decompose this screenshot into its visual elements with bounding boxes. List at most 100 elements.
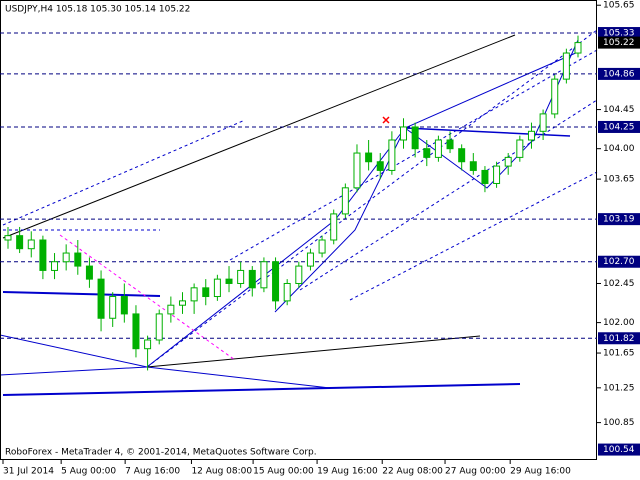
x-tick-label: 31 Jul 2014	[3, 467, 54, 477]
candle-body	[353, 152, 361, 189]
x-tick-label: 12 Aug 08:00	[191, 467, 252, 477]
x-tick-label: 19 Aug 16:00	[317, 467, 378, 477]
candle-body	[190, 287, 198, 302]
candle-body	[39, 239, 47, 271]
candle-body	[318, 239, 326, 254]
trend-line	[146, 335, 481, 368]
candle-body	[376, 161, 384, 171]
candle-body	[178, 300, 186, 306]
candle-body	[167, 304, 175, 315]
candle-body	[562, 52, 570, 80]
y-tick-label: 104.45	[603, 105, 635, 115]
x-tick-label: 7 Aug 16:00	[125, 467, 180, 477]
level-label: 103.19	[603, 215, 635, 225]
trend-line	[0, 334, 148, 368]
candle-body	[16, 235, 24, 250]
y-tick-label: 105.65	[603, 1, 635, 11]
cross-marker	[382, 116, 390, 124]
channel-line	[2, 119, 246, 226]
candle-body	[481, 169, 489, 184]
level-box	[598, 27, 640, 40]
current-price-label: 105.22	[603, 38, 635, 48]
level-label: 100.54	[603, 445, 635, 455]
candle-body	[516, 139, 524, 158]
candle-body	[469, 161, 477, 171]
candle-body	[120, 296, 128, 315]
y-tick-label: 103.65	[603, 175, 635, 185]
x-tick-label: 27 Aug 00:00	[445, 467, 506, 477]
candle-body	[458, 148, 466, 163]
candle-body	[341, 187, 349, 215]
level-box	[598, 67, 640, 80]
y-tick-label: 102.45	[603, 279, 635, 289]
y-tick-label: 101.25	[603, 383, 635, 393]
x-tick-label: 15 Aug 00:00	[253, 467, 314, 477]
channel-line	[299, 99, 598, 291]
footer: RoboForex - MetaTrader 4, © 2001-2014, M…	[5, 448, 317, 458]
candle-body	[51, 261, 59, 271]
candle-body	[260, 261, 268, 289]
trend-line	[2, 34, 516, 239]
candle-body	[411, 126, 419, 150]
candle-body	[272, 261, 280, 302]
candle-body	[74, 252, 82, 267]
candle-body	[574, 42, 582, 54]
candle-body	[388, 139, 396, 171]
level-label: 104.25	[603, 122, 635, 132]
candle-body	[423, 148, 431, 158]
candle-body	[365, 152, 373, 163]
candle-body	[295, 265, 303, 284]
trend-line	[0, 366, 148, 376]
candle-body	[225, 278, 233, 284]
trend-line	[2, 383, 521, 396]
level-box	[598, 120, 640, 133]
candle-body	[283, 282, 291, 302]
x-tick-label: 22 Aug 08:00	[382, 467, 443, 477]
chart-title: USDJPY,H4 105.18 105.30 105.14 105.22	[5, 5, 190, 15]
level-box	[598, 255, 640, 268]
candle-body	[306, 252, 314, 267]
candle-body	[248, 269, 256, 289]
candle-body	[237, 269, 245, 284]
candle-body	[434, 139, 442, 158]
candle-body	[85, 265, 93, 280]
x-tick-label: 29 Aug 16:00	[510, 467, 571, 477]
candle-body	[155, 313, 163, 341]
candle-body	[400, 126, 408, 141]
channel-line	[349, 171, 598, 301]
candle-body	[202, 287, 210, 298]
candle-body	[109, 296, 117, 319]
candle-body	[97, 278, 105, 319]
level-box	[598, 332, 640, 345]
level-box	[598, 443, 640, 456]
candle-body	[62, 252, 70, 263]
trend-line	[2, 291, 161, 297]
level-label: 104.86	[603, 69, 635, 79]
candle-body	[539, 113, 547, 132]
channel-line	[229, 49, 598, 261]
y-tick-label: 102.00	[603, 318, 635, 328]
candle-body	[132, 313, 140, 350]
level-label: 105.33	[603, 29, 635, 39]
x-tick-label: 5 Aug 00:00	[61, 467, 116, 477]
trend-line	[146, 366, 331, 389]
y-tick-label: 100.85	[603, 418, 635, 428]
level-label: 102.70	[603, 257, 635, 267]
level-box	[598, 213, 640, 226]
plot-frame	[0, 0, 597, 460]
trend-line	[404, 127, 571, 137]
candle-body	[4, 235, 12, 241]
channel-line	[146, 29, 598, 368]
candle-body	[27, 239, 35, 250]
candle-body	[330, 213, 338, 241]
y-tick-label: 104.00	[603, 144, 635, 154]
candle-body	[144, 339, 152, 350]
candle-body	[504, 156, 512, 167]
candle-body	[493, 165, 501, 184]
current-price-box	[598, 36, 640, 49]
y-tick-label: 101.65	[603, 349, 635, 359]
level-label: 101.82	[603, 334, 635, 344]
candle-body	[551, 78, 559, 115]
candle-body	[446, 139, 454, 150]
